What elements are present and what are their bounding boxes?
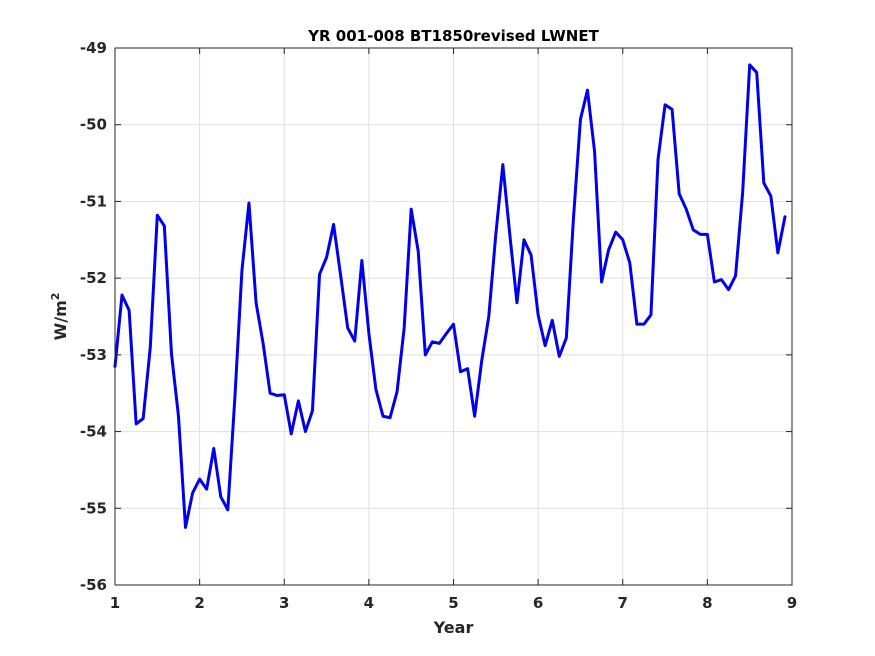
y-tick-label: -50 <box>80 116 107 134</box>
x-tick-label: 6 <box>533 594 543 612</box>
chart-title: YR 001-008 BT1850revised LWNET <box>307 27 599 45</box>
series-group <box>113 63 787 529</box>
y-tick-label: -49 <box>80 39 107 57</box>
x-tick-label: 7 <box>618 594 628 612</box>
y-axis-label-main: W/m <box>51 300 70 340</box>
x-tick-label: 1 <box>110 594 120 612</box>
y-tick-label: -53 <box>80 346 107 364</box>
y-tick-label: -56 <box>80 576 107 594</box>
axis-ticks: 1 2 3 4 5 6 7 8 9 -56 -55 -54 -53 -52 -51 -50 -49 <box>80 39 797 612</box>
y-tick-label: -54 <box>80 423 107 441</box>
x-axis-label: Year <box>433 618 474 637</box>
y-tick-label: -51 <box>80 192 107 210</box>
x-tick-label: 8 <box>702 594 712 612</box>
y-axis-label-superscript: 2 <box>49 293 62 301</box>
x-tick-label: 3 <box>279 594 289 612</box>
series-line <box>113 63 787 529</box>
y-axis-label: W/m2 <box>49 293 70 341</box>
x-tick-label: 9 <box>787 594 797 612</box>
y-tick-label: -52 <box>80 269 107 287</box>
x-tick-label: 5 <box>448 594 458 612</box>
x-tick-label: 4 <box>364 594 374 612</box>
x-tick-label: 2 <box>194 594 204 612</box>
y-tick-label: -55 <box>80 499 107 517</box>
